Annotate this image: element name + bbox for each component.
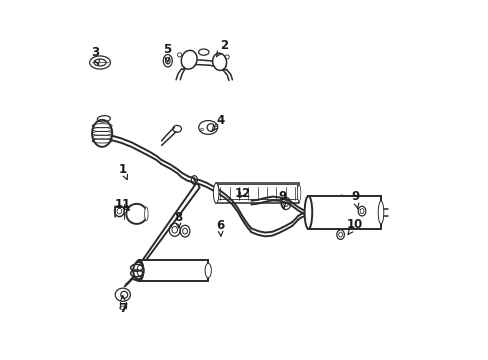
Text: 6: 6 [216,219,224,236]
Text: 11: 11 [115,198,131,211]
Text: 9: 9 [350,190,359,209]
Ellipse shape [181,50,197,69]
Text: 7: 7 [119,296,127,315]
Text: 12: 12 [234,186,250,200]
Text: 1: 1 [119,163,127,180]
Text: 9: 9 [278,190,286,209]
Ellipse shape [213,183,219,203]
Ellipse shape [212,53,226,71]
Ellipse shape [204,263,211,278]
Ellipse shape [304,196,312,229]
Ellipse shape [378,201,383,224]
FancyBboxPatch shape [308,196,380,229]
Text: 8: 8 [174,211,182,228]
FancyBboxPatch shape [139,260,208,281]
Text: 10: 10 [346,219,363,234]
Text: 2: 2 [216,39,227,57]
Text: 3: 3 [91,46,99,65]
Ellipse shape [92,120,112,147]
Ellipse shape [297,185,300,202]
Ellipse shape [135,260,143,281]
Text: 4: 4 [211,114,224,132]
Ellipse shape [126,204,147,224]
Ellipse shape [144,207,148,221]
Ellipse shape [133,262,143,279]
Text: 5: 5 [163,43,170,62]
